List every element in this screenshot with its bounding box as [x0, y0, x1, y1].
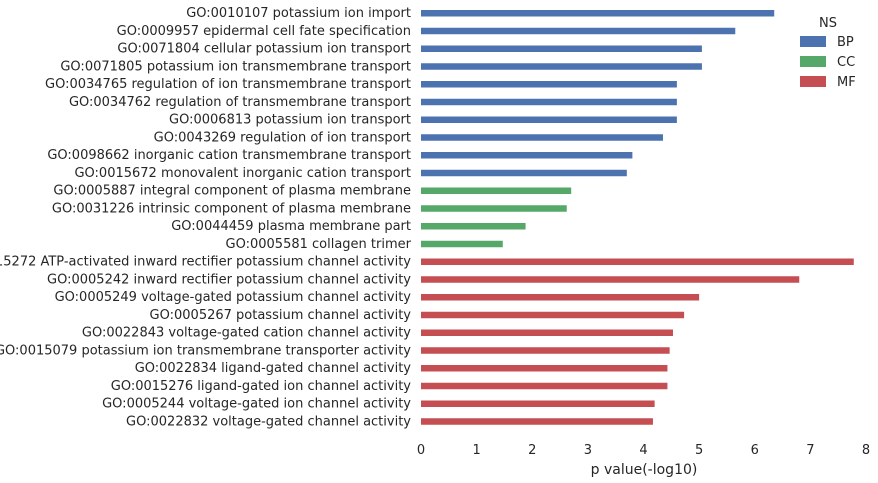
legend-title: NS — [819, 16, 837, 31]
category-label: GO:0022832 voltage-gated channel activit… — [126, 414, 411, 429]
x-tick-label: 2 — [528, 443, 536, 458]
bar-bp — [421, 45, 702, 52]
bar-cc — [421, 240, 503, 248]
category-label: GO:0015276 ligand-gated ion channel acti… — [111, 379, 412, 394]
bar-bp — [421, 116, 677, 123]
category-label: GO:0022843 voltage-gated cation channel … — [82, 326, 411, 341]
x-tick-label: 8 — [862, 443, 870, 458]
category-label: GO:0005242 inward rectifier potassium ch… — [47, 272, 411, 287]
bar-bp — [421, 98, 677, 106]
category-label: GO:0031226 intrinsic component of plasma… — [52, 201, 411, 216]
bar-bp — [421, 10, 775, 17]
bar-mf — [421, 258, 854, 265]
legend-label-bp: BP — [837, 35, 854, 50]
bars-layer — [421, 10, 854, 425]
legend-label-mf: MF — [837, 75, 856, 90]
bar-mf — [421, 418, 653, 425]
bar-bp — [421, 152, 633, 159]
category-label: GO:0005267 potassium channel activity — [150, 308, 412, 323]
x-tick-label: 1 — [472, 443, 480, 458]
category-label: GO:0015272 ATP-activated inward rectifie… — [0, 255, 411, 270]
category-label: GO:0034762 regulation of transmembrane t… — [69, 95, 411, 110]
x-tick-label: 3 — [584, 443, 592, 458]
category-label: GO:0010107 potassium ion import — [186, 6, 411, 21]
legend-swatch-mf — [800, 76, 826, 87]
bar-bp — [421, 134, 663, 141]
bar-mf — [421, 276, 800, 283]
bar-mf — [421, 294, 700, 301]
bar-bp — [421, 81, 677, 88]
legend-swatch-bp — [800, 36, 826, 47]
category-label: GO:0006813 potassium ion transport — [169, 113, 411, 128]
category-label: GO:0034765 regulation of ion transmembra… — [45, 77, 411, 92]
category-label: GO:0015079 potassium ion transmembrane t… — [0, 343, 411, 358]
category-label: GO:0005887 integral component of plasma … — [53, 184, 411, 199]
category-labels: GO:0010107 potassium ion import GO:000995… — [0, 6, 412, 429]
x-tick-labels: 0 1 2 3 4 5 6 7 8 — [417, 443, 870, 458]
bar-mf — [421, 311, 685, 319]
x-axis-title: p value(-log10) — [591, 462, 698, 478]
category-label: GO:0015672 monovalent inorganic cation t… — [74, 166, 411, 181]
legend: NS BP CC MF — [800, 16, 856, 90]
category-label: GO:0071805 potassium ion transmembrane t… — [60, 59, 411, 74]
bar-mf — [421, 329, 673, 336]
category-label: GO:0005249 voltage-gated potassium chann… — [55, 290, 412, 305]
legend-label-cc: CC — [837, 55, 855, 70]
category-label: GO:0022834 ligand-gated channel activity — [135, 361, 412, 376]
bar-bp — [421, 63, 702, 70]
category-label: GO:0098662 inorganic cation transmembran… — [47, 148, 411, 163]
bar-mf — [421, 347, 670, 354]
legend-swatch-cc — [800, 56, 826, 67]
bar-bp — [421, 169, 627, 177]
category-label: GO:0044459 plasma membrane part — [171, 219, 411, 234]
x-tick-label: 5 — [695, 443, 703, 458]
bar-cc — [421, 205, 567, 212]
bar-mf — [421, 400, 655, 407]
x-tick-label: 6 — [751, 443, 759, 458]
category-label: GO:0043269 regulation of ion transport — [154, 130, 411, 145]
x-tick-label: 0 — [417, 443, 425, 458]
x-tick-label: 7 — [806, 443, 814, 458]
category-label: GO:0009957 epidermal cell fate specifica… — [117, 24, 411, 39]
bar-mf — [421, 382, 668, 390]
bar-cc — [421, 187, 572, 194]
category-label: GO:0005581 collagen trimer — [226, 237, 412, 252]
bar-mf — [421, 365, 668, 372]
bar-cc — [421, 223, 526, 230]
category-label: GO:0005244 voltage-gated ion channel act… — [102, 397, 411, 412]
bar-bp — [421, 27, 736, 35]
category-label: GO:0071804 cellular potassium ion transp… — [117, 42, 411, 57]
x-tick-label: 4 — [639, 443, 647, 458]
